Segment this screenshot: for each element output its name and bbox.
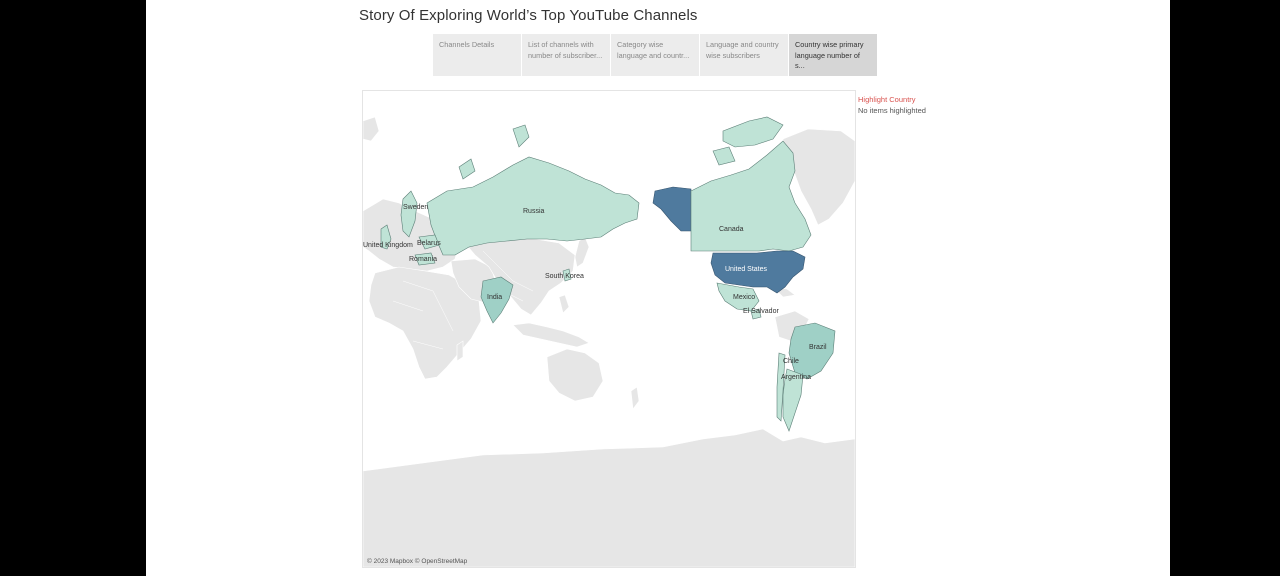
landmass-philippines [558,294,570,314]
label-india: India [487,294,502,301]
world-map[interactable]: Russia Canada United States Mexico El Sa… [362,90,856,568]
country-labels: Russia Canada United States Mexico El Sa… [363,204,827,381]
country-russia-islands-2[interactable] [458,158,476,180]
label-chile: Chile [783,358,799,365]
label-united-states: United States [725,266,768,273]
legend-empty-text: No items highlighted [858,106,926,115]
label-argentina: Argentina [781,374,811,381]
story-point-category-language[interactable]: Category wise language and countr... [611,34,699,76]
story-point-label: List of channels with number of subscrib… [528,40,603,60]
border-lines [392,250,534,350]
label-el-salvador: El Salvador [743,308,779,315]
landmass-asia [462,236,576,316]
map-canvas[interactable]: Russia Canada United States Mexico El Sa… [363,91,855,567]
country-alaska[interactable] [652,186,692,232]
dashboard-canvas: Story Of Exploring World’s Top YouTube C… [146,0,1170,576]
landmass-australia [546,348,604,402]
label-russia: Russia [523,208,545,215]
country-brazil[interactable] [788,322,836,380]
landmass-new-zealand [630,386,640,410]
label-south-korea: South Korea [545,273,584,280]
story-point-label: Language and country wise subscribers [706,40,779,60]
country-argentina[interactable] [782,368,804,432]
label-mexico: Mexico [733,294,755,301]
label-brazil: Brazil [809,344,827,351]
story-point-language-country[interactable]: Language and country wise subscribers [700,34,788,76]
label-romania: Romania [409,256,437,263]
landmass-japan [574,236,590,268]
country-romania[interactable] [414,252,436,266]
country-sweden[interactable] [400,190,418,238]
country-chile[interactable] [776,352,786,422]
landmass-indonesia [512,322,590,348]
story-title: Story Of Exploring World’s Top YouTube C… [359,7,698,24]
country-canada-islands-2[interactable] [712,146,736,166]
legend-title: Highlight Country [858,95,916,104]
story-point-channels-details[interactable]: Channels Details [433,34,521,76]
story-point-label: Category wise language and countr... [617,40,690,60]
country-el-salvador[interactable] [750,308,762,320]
label-united-kingdom: United Kingdom [363,242,413,249]
base-landmass [363,116,855,567]
country-russia[interactable] [426,156,640,256]
story-point-label: Channels Details [439,40,495,49]
landmass-madagascar [456,340,464,362]
highlighted-countries[interactable] [380,116,836,432]
highlight-legend[interactable]: Highlight Country No items highlighted [858,95,968,115]
landmass-north-atlantic [363,116,380,142]
story-navigator: Channels Details List of channels with n… [433,34,881,76]
country-india[interactable] [480,276,514,324]
label-belarus: Belarus [417,240,441,247]
country-canada-islands[interactable] [722,116,784,148]
label-canada: Canada [719,226,744,233]
label-sweden: Sweden [403,204,428,211]
map-attribution[interactable]: © 2023 Mapbox © OpenStreetMap [367,558,468,565]
landmass-africa [368,266,482,380]
country-south-korea[interactable] [562,268,572,282]
story-point-channel-list[interactable]: List of channels with number of subscrib… [522,34,610,76]
country-belarus[interactable] [418,234,440,250]
story-point-label: Country wise primary language number of … [795,40,864,71]
landmass-antarctica [363,428,855,567]
country-canada[interactable] [690,140,812,252]
country-russia-islands[interactable] [512,124,530,148]
country-united-states[interactable] [710,250,806,294]
country-united-kingdom[interactable] [380,224,392,250]
story-point-country-language-active[interactable]: Country wise primary language number of … [789,34,877,76]
